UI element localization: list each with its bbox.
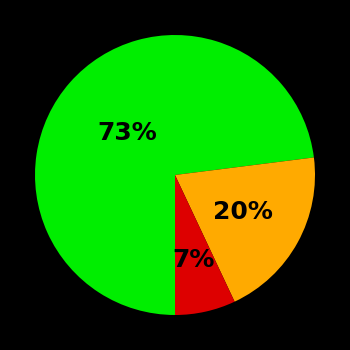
Wedge shape	[175, 158, 315, 302]
Wedge shape	[175, 175, 234, 315]
Text: 73%: 73%	[98, 121, 158, 145]
Text: 7%: 7%	[173, 248, 215, 272]
Text: 20%: 20%	[212, 200, 272, 224]
Wedge shape	[35, 35, 314, 315]
